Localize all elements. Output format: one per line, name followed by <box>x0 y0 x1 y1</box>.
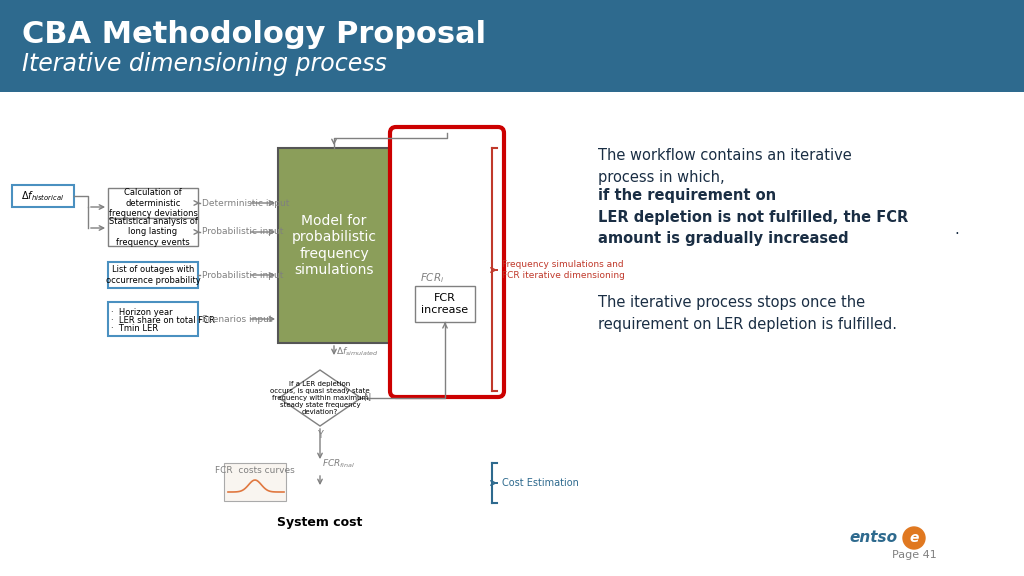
FancyBboxPatch shape <box>108 302 198 336</box>
Polygon shape <box>279 370 361 426</box>
FancyBboxPatch shape <box>278 148 390 343</box>
Text: Probabilistic input: Probabilistic input <box>202 228 284 237</box>
Text: Page 41: Page 41 <box>892 550 936 560</box>
Text: Probabilistic input: Probabilistic input <box>202 271 284 279</box>
Text: System cost: System cost <box>278 516 362 529</box>
Text: FCR
increase: FCR increase <box>422 293 469 315</box>
Text: FCR  costs curves: FCR costs curves <box>215 466 295 475</box>
Text: Y: Y <box>317 430 323 440</box>
FancyBboxPatch shape <box>108 262 198 288</box>
Text: e: e <box>909 531 919 545</box>
Text: The iterative process stops once the
requirement on LER depletion is fulfilled.: The iterative process stops once the req… <box>598 295 897 332</box>
Text: entso: entso <box>850 530 898 545</box>
Text: ·  LER share on total FCR: · LER share on total FCR <box>111 316 215 325</box>
Text: if the requirement on
LER depletion is not fulfilled, the FCR
amount is graduall: if the requirement on LER depletion is n… <box>598 188 908 246</box>
Text: Frequency simulations and
FCR iterative dimensioning: Frequency simulations and FCR iterative … <box>502 260 625 280</box>
Circle shape <box>903 527 925 549</box>
Text: Statistical analysis of
long lasting
frequency events: Statistical analysis of long lasting fre… <box>109 217 198 247</box>
FancyBboxPatch shape <box>12 185 74 207</box>
Text: $\Delta f_{historical}$: $\Delta f_{historical}$ <box>22 189 65 203</box>
Text: ·  Tmin LER: · Tmin LER <box>111 324 158 333</box>
Text: $\Delta f_{simulated}$: $\Delta f_{simulated}$ <box>336 346 379 358</box>
FancyBboxPatch shape <box>108 188 198 218</box>
Text: $FCR_i$: $FCR_i$ <box>420 271 444 285</box>
FancyBboxPatch shape <box>415 286 475 322</box>
Text: Calculation of
deterministic
frequency deviations: Calculation of deterministic frequency d… <box>109 188 198 218</box>
Text: Cost Estimation: Cost Estimation <box>502 478 579 488</box>
Text: $FCR_{final}$: $FCR_{final}$ <box>322 458 355 471</box>
FancyBboxPatch shape <box>0 0 1024 92</box>
Text: List of outages with
occurrence probability: List of outages with occurrence probabil… <box>105 266 201 285</box>
FancyBboxPatch shape <box>108 218 198 246</box>
Text: ·  Horizon year: · Horizon year <box>111 308 173 317</box>
Text: Model for
probabilistic
frequency
simulations: Model for probabilistic frequency simula… <box>292 214 377 277</box>
Text: The workflow contains an iterative
process in which,: The workflow contains an iterative proce… <box>598 148 852 184</box>
Text: If a LER depletion
occurs, is quasi steady state
frequency within maximum
steady: If a LER depletion occurs, is quasi stea… <box>270 381 370 415</box>
Text: Iterative dimensioning process: Iterative dimensioning process <box>22 52 387 76</box>
FancyBboxPatch shape <box>224 463 286 501</box>
Text: Scenarios input: Scenarios input <box>202 314 272 324</box>
Text: Deterministic input: Deterministic input <box>202 199 290 207</box>
Text: .: . <box>954 222 958 237</box>
Text: CBA Methodology Proposal: CBA Methodology Proposal <box>22 20 486 49</box>
Text: N: N <box>364 393 372 403</box>
